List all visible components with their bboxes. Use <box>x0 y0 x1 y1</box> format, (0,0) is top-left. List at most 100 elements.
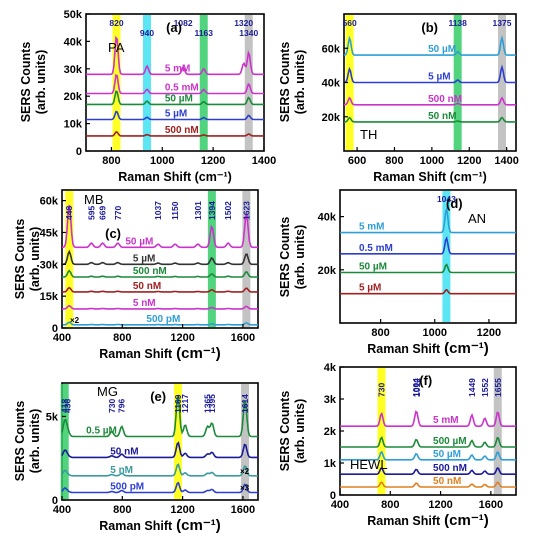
peak-label: 1394 <box>207 201 217 220</box>
x-tick-label: 1200 <box>428 499 452 511</box>
y-tick-label: 40k <box>318 212 337 224</box>
x-tick-label: 800 <box>371 327 389 339</box>
series-label: 500 pM <box>110 481 144 492</box>
series-label: 500 pM <box>146 314 180 325</box>
series-line-50-nm <box>62 286 258 293</box>
series-line-0-5-mm <box>86 73 264 95</box>
x-tick-label: 1200 <box>170 332 194 344</box>
x-tick-label: 1200 <box>201 155 225 167</box>
y-axis-label: SERS Counts(arb. units) <box>13 401 42 482</box>
peak-band-1614 <box>241 384 250 499</box>
peak-label: 1138 <box>448 18 467 28</box>
peak-label: 1655 <box>493 378 503 397</box>
x-tick-label: 600 <box>348 155 366 167</box>
x-tick-label: 800 <box>381 499 399 511</box>
plot-area <box>61 382 259 501</box>
series-line-500-m <box>340 436 516 448</box>
multiplier-label: ×2 <box>240 467 250 476</box>
panel-b: 50 µM 5 µM 500 nM 50 nM 560 1138 1375 600 800 100… <box>278 13 519 184</box>
peak-label: 1012 <box>412 378 422 397</box>
y-tick-label: 45k <box>40 227 59 239</box>
peak-band-1138 <box>453 15 462 150</box>
peak-label: 1449 <box>467 378 477 397</box>
series-line-5-mm <box>340 410 516 427</box>
series-label: 500 nM <box>133 266 167 277</box>
series-label: 50 nM <box>110 446 138 457</box>
y-tick-label: 60k <box>40 196 59 208</box>
series-label: 5 µM <box>359 283 381 294</box>
peak-label: 796 <box>117 399 127 413</box>
series-label: 5 nM <box>110 465 133 476</box>
peak-label: 730 <box>107 399 117 413</box>
series-label: 50 nM <box>428 111 456 122</box>
multiplier-label: ×3 <box>240 483 250 492</box>
peak-label: 560 <box>343 18 357 28</box>
y-axis-label: SERS Counts(arb. units) <box>19 42 48 123</box>
y-tick-label: 20k <box>318 265 337 277</box>
peak-band-1163 <box>199 15 208 150</box>
x-tick-label: 1600 <box>479 499 503 511</box>
series-label: 5 mM <box>433 415 459 426</box>
plot-area <box>339 189 517 324</box>
x-axis-label: Raman Shift (cm⁻¹) <box>367 512 489 529</box>
series-label: 5 mM <box>359 222 385 233</box>
peak-label: 595 <box>86 206 96 220</box>
y-tick-label: 3k <box>324 394 337 406</box>
panel-letter: (c) <box>105 226 121 241</box>
peak-label: 1365 <box>202 394 212 413</box>
analyte-label: HEWL <box>350 457 388 472</box>
y-axis-label: SERS Counts(arb. units) <box>278 42 307 123</box>
series-line-50-m <box>62 204 258 249</box>
y-tick-label: 60k <box>322 43 341 55</box>
y-tick-label: 20k <box>64 91 83 103</box>
y-tick-label: 50k <box>64 9 83 21</box>
peak-label: 1150 <box>170 201 180 220</box>
peak-label: 1375 <box>493 18 512 28</box>
y-tick-label: 15k <box>40 291 59 303</box>
y-tick-label: 5k <box>46 411 59 423</box>
peak-band-1375 <box>497 15 506 150</box>
y-tick-label: 0 <box>76 146 82 158</box>
series-label: 0.5 mM <box>165 82 199 93</box>
series-line-500-nm <box>340 466 516 475</box>
series-line-5-m <box>62 249 258 266</box>
peak-band-448 <box>65 191 74 327</box>
peak-band-1169 <box>173 384 182 499</box>
peak-label: 1004 <box>411 378 421 397</box>
series-label: 50 µM <box>125 236 153 247</box>
y-axis-label: SERS Counts(arb. units) <box>278 391 307 472</box>
x-axis-label: Raman Shift (cm⁻¹) <box>99 517 221 534</box>
series-line-5-nm <box>61 463 258 477</box>
series-line-50-nm <box>344 116 516 123</box>
panel-letter: (a) <box>166 20 182 35</box>
x-axis-label: Raman Shift (cm⁻¹) <box>373 170 487 184</box>
panel-letter: (b) <box>421 20 438 35</box>
series-line-500-pm <box>61 481 258 494</box>
y-tick-label: 10k <box>64 119 83 131</box>
x-tick-label: 1600 <box>231 332 255 344</box>
x-tick-label: 1000 <box>420 155 444 167</box>
peak-label: 1217 <box>180 394 190 413</box>
panel-letter: (f) <box>419 373 432 388</box>
peak-label: 448 <box>64 206 74 220</box>
series-label: 500 µM <box>433 436 467 447</box>
peak-label: 1340 <box>239 28 258 38</box>
peak-label: 820 <box>109 18 123 28</box>
series-line-500-nm <box>62 269 258 278</box>
multiplier-label: ×2 <box>70 316 80 325</box>
x-tick-label: 1200 <box>170 504 194 516</box>
series-line-50-nm <box>340 481 516 488</box>
peak-label: 940 <box>140 28 154 38</box>
peak-band-1623 <box>242 191 251 327</box>
series-line-0-5-mm <box>340 235 516 255</box>
y-tick-label: 30k <box>64 64 83 76</box>
peak-band-820 <box>112 15 121 150</box>
x-tick-label: 1400 <box>494 155 518 167</box>
peak-label: 436 <box>62 399 72 413</box>
peak-label: 1623 <box>241 201 251 220</box>
series-label: 50 µM <box>433 449 461 460</box>
